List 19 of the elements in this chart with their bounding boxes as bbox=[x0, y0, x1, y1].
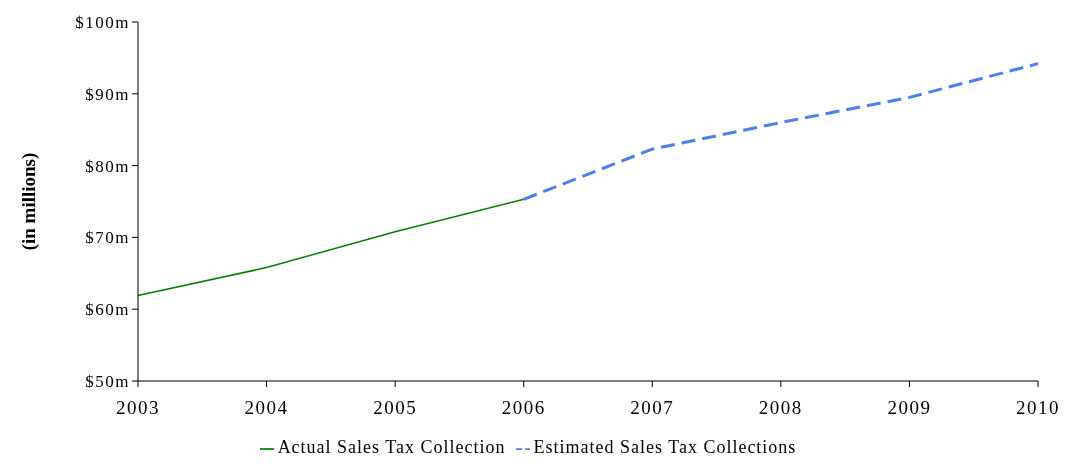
y-tick-label: $80m bbox=[85, 156, 130, 176]
x-tick-label: 2003 bbox=[116, 397, 160, 419]
x-tick-label: 2007 bbox=[630, 397, 675, 419]
legend-label: Estimated Sales Tax Collections bbox=[533, 437, 797, 457]
x-tick-label: 2010 bbox=[1016, 397, 1060, 419]
x-tick-label: 2005 bbox=[373, 397, 418, 419]
y-tick-label: $70m bbox=[85, 228, 130, 248]
x-tick-label: 2004 bbox=[244, 397, 289, 419]
line-series bbox=[522, 62, 1040, 201]
x-tick-label: 2008 bbox=[758, 397, 803, 419]
y-axis-title: (in millions) bbox=[17, 152, 40, 251]
legend-label: Actual Sales Tax Collection bbox=[277, 437, 506, 457]
line-series bbox=[137, 198, 525, 297]
x-tick-label: 2006 bbox=[501, 397, 546, 419]
y-tick-label: $90m bbox=[85, 84, 130, 104]
y-tick-label: $50m bbox=[85, 372, 130, 392]
y-tick-label: $100m bbox=[75, 13, 130, 33]
x-tick-label: 2009 bbox=[887, 397, 932, 419]
y-tick-label: $60m bbox=[85, 300, 130, 320]
